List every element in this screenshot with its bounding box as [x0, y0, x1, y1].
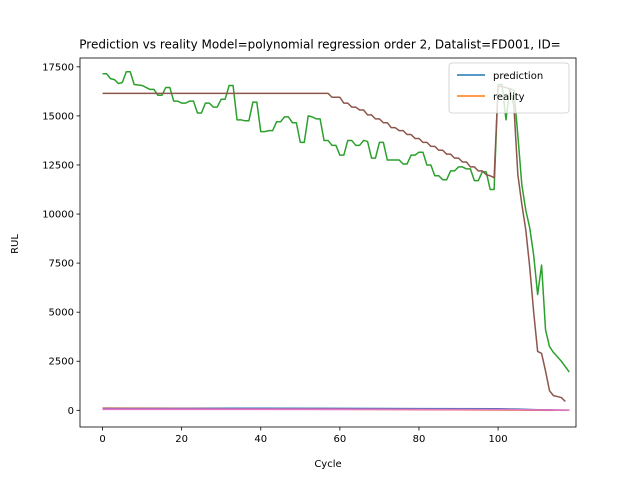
y-axis-label: RUL [10, 234, 21, 254]
y-tick-label: 0 [68, 406, 74, 417]
x-tick-label: 80 [413, 434, 426, 445]
y-tick-label: 10000 [42, 210, 74, 221]
y-tick-label: 7500 [49, 259, 74, 270]
x-tick-label: 40 [254, 434, 267, 445]
plot-frame [79, 57, 577, 428]
x-tick-label: 0 [99, 434, 105, 445]
series-lines [102, 70, 570, 412]
x-axis-label: Cycle [314, 459, 341, 470]
legend: prediction reality [448, 62, 570, 114]
legend-label-prediction: prediction [493, 71, 543, 82]
x-tick-label: 60 [333, 434, 346, 445]
y-tick-label: 17500 [42, 62, 74, 73]
series-line-line-7 [102, 408, 570, 411]
legend-label-reality: reality [493, 92, 525, 103]
y-tick-label: 15000 [42, 111, 74, 122]
y-tick-label: 2500 [49, 357, 74, 368]
x-tick-label: 20 [175, 434, 188, 445]
y-tick-label: 12500 [42, 160, 74, 171]
plot-axes: 0 20 40 60 80 100 0 2500 5000 7500 10000 12500 15000… [42, 57, 577, 445]
chart-title: Prediction vs reality Model=polynomial r… [79, 38, 560, 52]
y-tick-label: 5000 [49, 308, 74, 319]
series-line-line-6 [102, 85, 566, 403]
x-tick-label: 100 [489, 434, 508, 445]
series-line-line-3 [102, 70, 570, 373]
